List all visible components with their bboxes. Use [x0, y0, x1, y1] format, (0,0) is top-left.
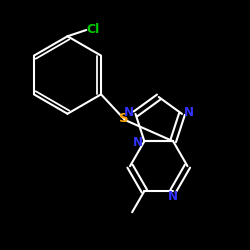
- Text: S: S: [119, 112, 128, 124]
- Text: N: N: [184, 106, 194, 119]
- Text: N: N: [124, 106, 134, 119]
- Text: Cl: Cl: [86, 23, 99, 36]
- Text: N: N: [168, 190, 178, 203]
- Text: N: N: [132, 136, 142, 149]
